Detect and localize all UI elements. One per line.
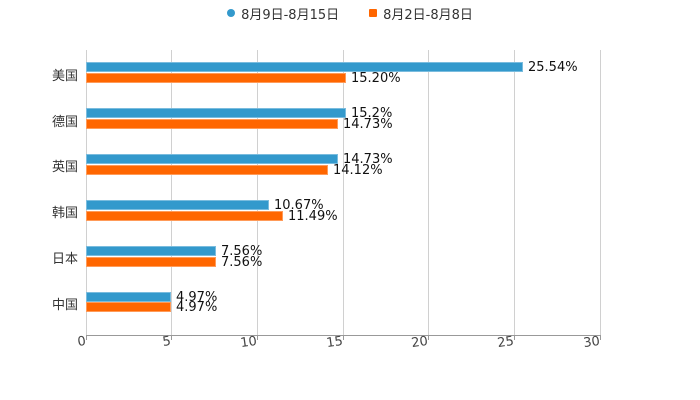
legend-item-series2[interactable]: 8月2日-8月8日 <box>369 4 473 23</box>
x-tick-label: 30 <box>582 333 601 352</box>
gridline <box>171 50 172 335</box>
x-tick <box>171 335 172 340</box>
bar-uk-series1[interactable] <box>86 154 338 164</box>
plot-area <box>86 50 601 335</box>
category-label-de: 德国 <box>51 115 78 130</box>
bar-uk-series2[interactable] <box>86 165 328 175</box>
gridline <box>343 50 344 335</box>
legend-label-series1: 8月9日-8月15日 <box>241 7 340 23</box>
chart-legend: 8月9日-8月15日 8月2日-8月8日 <box>0 4 700 23</box>
x-tick-label: 15 <box>325 333 344 352</box>
bar-cn-series1[interactable] <box>86 292 171 302</box>
gridline <box>86 50 87 335</box>
bar-de-series2[interactable] <box>86 119 338 129</box>
bar-jp-series2[interactable] <box>86 257 216 267</box>
value-label: 4.97% <box>176 300 218 315</box>
gridline <box>428 50 429 335</box>
category-label-kr: 韩国 <box>51 206 78 221</box>
value-label: 7.56% <box>221 244 263 259</box>
gridline <box>600 50 601 335</box>
category-label-uk: 英国 <box>51 160 78 175</box>
x-tick-label: 10 <box>239 333 258 352</box>
value-label: 10.67% <box>274 198 324 213</box>
x-tick-label: 0 <box>76 333 87 350</box>
x-tick-label: 5 <box>161 333 172 350</box>
category-label-us: 美国 <box>51 69 78 84</box>
x-tick <box>428 335 429 340</box>
bar-cn-series2[interactable] <box>86 302 171 312</box>
gridline <box>257 50 258 335</box>
x-tick-label: 25 <box>496 333 515 352</box>
value-label: 14.12% <box>333 163 383 178</box>
category-label-cn: 中国 <box>51 298 78 313</box>
bar-kr-series1[interactable] <box>86 200 269 210</box>
value-label: 11.49% <box>288 209 338 224</box>
gridline <box>514 50 515 335</box>
x-tick <box>343 335 344 340</box>
x-tick <box>600 335 601 340</box>
series1-marker-icon <box>227 9 236 17</box>
x-tick <box>514 335 515 340</box>
value-label: 15.2% <box>351 106 393 121</box>
bar-jp-series1[interactable] <box>86 246 216 256</box>
x-tick-label: 20 <box>410 333 429 352</box>
legend-label-series2: 8月2日-8月8日 <box>383 7 473 23</box>
value-label: 14.73% <box>343 117 393 132</box>
bar-us-series2[interactable] <box>86 73 346 83</box>
bar-us-series1[interactable] <box>86 62 523 72</box>
category-label-jp: 日本 <box>51 252 78 267</box>
bar-kr-series2[interactable] <box>86 211 283 221</box>
series2-marker-icon <box>369 9 378 17</box>
value-label: 14.73% <box>343 152 393 167</box>
value-label: 15.20% <box>351 71 401 86</box>
value-label: 25.54% <box>528 60 578 75</box>
value-label: 7.56% <box>221 255 263 270</box>
value-label: 4.97% <box>176 290 218 305</box>
legend-item-series1[interactable]: 8月9日-8月15日 <box>227 4 340 23</box>
x-tick <box>86 335 87 340</box>
x-tick <box>257 335 258 340</box>
bar-de-series1[interactable] <box>86 108 346 118</box>
